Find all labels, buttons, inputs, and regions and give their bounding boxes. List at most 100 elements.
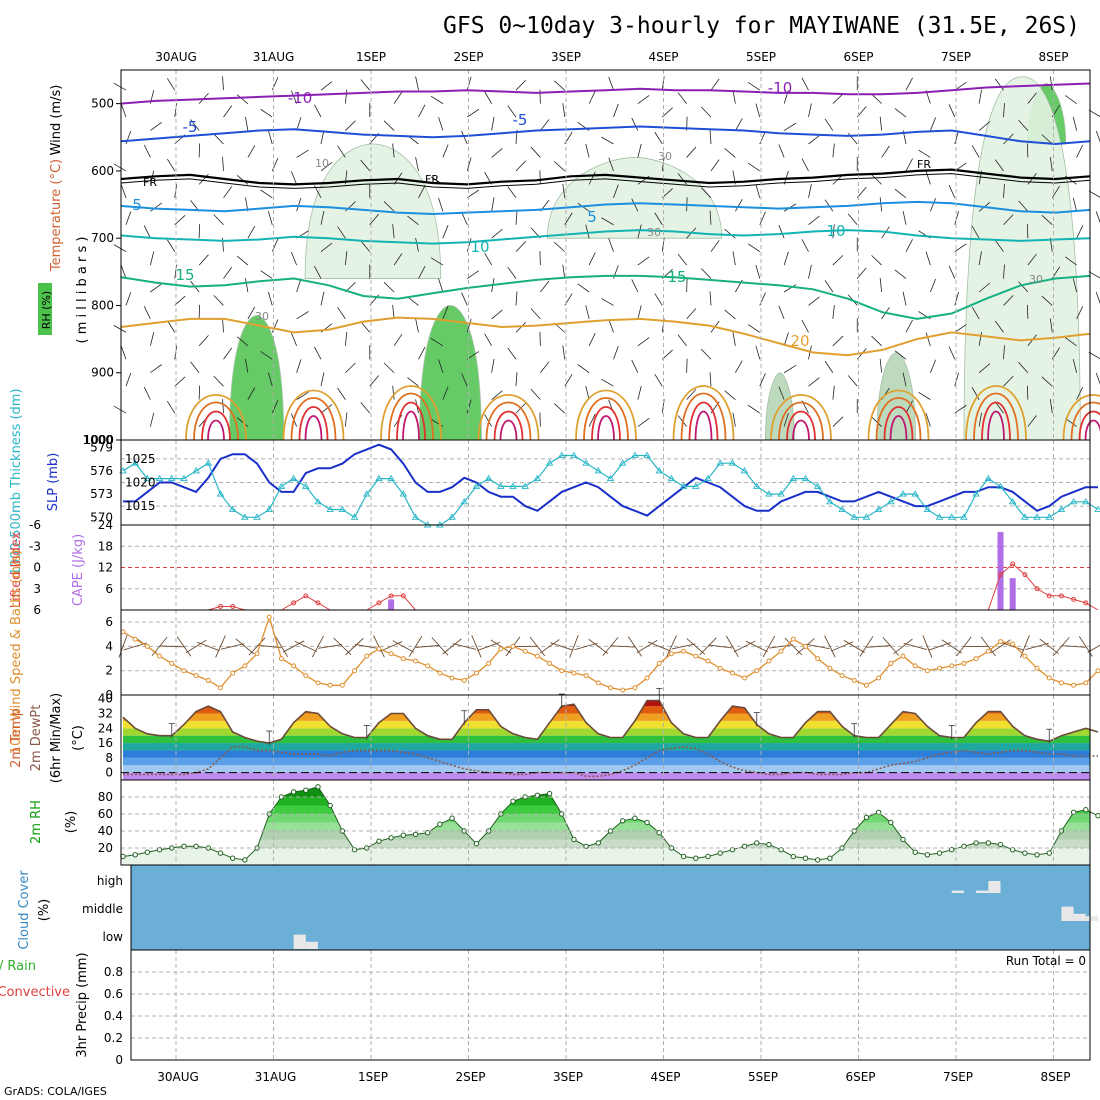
wind-speed-point	[937, 665, 943, 671]
chart-title: GFS 0~10day 3-hourly for MAYIWANE (31.5E…	[443, 13, 1080, 39]
wind-barb	[198, 254, 209, 266]
lifted-index-point	[1010, 561, 1016, 567]
wind-barb	[755, 103, 761, 118]
wind-barb	[223, 266, 233, 279]
wind-barb	[843, 640, 865, 653]
wind-barb	[637, 224, 642, 239]
wind-barb	[832, 304, 835, 319]
wind-barb	[491, 197, 495, 212]
warm-contour	[583, 397, 629, 441]
temp-tick-label: 16	[98, 736, 113, 750]
wind-speed-point	[583, 673, 589, 679]
y-tick-label: 700	[91, 231, 114, 245]
rh2m-panel: 20 40 60 80 2m RH (%)	[29, 779, 1100, 866]
wind-barb	[430, 95, 444, 104]
warm-contour	[380, 385, 442, 441]
warm-contour	[680, 392, 727, 441]
wind-barb	[971, 306, 980, 320]
wind-barb	[491, 358, 495, 373]
wind-barb	[1003, 375, 1014, 387]
lifted-index-point	[1034, 586, 1040, 592]
top-date-label: 3SEP	[551, 50, 581, 64]
pressure-base-label: 1000	[82, 433, 113, 447]
wind-barb	[747, 404, 760, 414]
wind-barb	[337, 307, 346, 320]
thickness-point	[460, 497, 469, 505]
wind-barb	[1018, 281, 1029, 293]
wind-barb	[925, 251, 931, 266]
li-tick-label: -3	[29, 539, 41, 553]
rh-point	[1046, 850, 1052, 856]
precip-total-rain-label: Total / Rain	[0, 959, 36, 974]
wind-barb	[783, 122, 797, 131]
wind-barb	[223, 105, 233, 118]
rh-tick-label: 40	[98, 824, 113, 838]
wind-barb	[608, 157, 614, 172]
wind-barb	[236, 255, 249, 266]
rh-band	[123, 788, 1090, 797]
wind-barb	[554, 403, 566, 414]
wind-barb	[1088, 271, 1100, 279]
wind-barb	[530, 146, 541, 158]
wind-barb	[832, 93, 844, 104]
lifted-index-point	[230, 603, 236, 609]
warm-contour	[282, 389, 345, 441]
warm-contour	[185, 394, 247, 441]
wind-barb	[484, 252, 492, 266]
wind-barb	[801, 239, 809, 252]
wind-barb	[588, 171, 596, 185]
thickness-point	[704, 474, 712, 482]
thickness-point	[557, 451, 566, 458]
wind-barb	[515, 372, 518, 387]
thickness-point	[362, 490, 371, 497]
wind-barb	[393, 253, 403, 266]
wind-barb	[507, 186, 517, 199]
wind-barb	[190, 361, 200, 373]
warm-contour	[973, 392, 1019, 441]
thickness-point	[606, 474, 615, 482]
wind-barb	[686, 308, 697, 320]
warm-contour	[987, 410, 1005, 441]
precip-tick-label: 0.4	[104, 1009, 123, 1023]
wind-barb	[980, 636, 996, 657]
wind-barb	[588, 333, 596, 346]
wind-barb	[1003, 183, 1005, 198]
wind-barb	[166, 78, 176, 91]
wind-speed-point	[144, 643, 150, 649]
wind-barb	[379, 641, 403, 652]
thickness-point	[497, 482, 505, 489]
wind-barb	[1065, 256, 1077, 266]
thickness-point	[289, 474, 298, 482]
rh-area	[963, 76, 1081, 441]
thickness-point	[631, 451, 639, 458]
wind-barb	[554, 80, 566, 91]
wind-barb	[550, 642, 574, 651]
top-date-axis: 30AUG 31AUG 1SEP 2SEP 3SEP 4SEP 5SEP 6SEP 7SEP 8S…	[155, 50, 1068, 64]
wind-barb	[709, 130, 712, 145]
wind-barb	[808, 184, 812, 198]
warm-contour	[290, 397, 337, 441]
wind-barb	[574, 642, 598, 651]
wind-barb	[540, 119, 550, 131]
wind-barb	[344, 331, 348, 346]
warm-contour	[1070, 401, 1100, 441]
wind-barb	[354, 643, 379, 649]
thickness-point	[947, 513, 956, 520]
wind-barb	[291, 332, 297, 346]
wind-speed-point	[461, 677, 467, 683]
lifted-index-point	[218, 603, 223, 609]
wind-barb	[176, 636, 192, 657]
wind-barb	[686, 388, 697, 400]
wind-barb	[125, 372, 132, 387]
precip-tick-label: 0	[115, 1053, 123, 1067]
warm-contour	[1062, 394, 1100, 441]
y-tick-label: 800	[91, 298, 114, 312]
wind-barb	[1095, 211, 1100, 224]
lifted-index-cape-panel: -6 -3 0 3 6 6 12 18 24 Lifted Index CAPE (J/kg)	[9, 518, 1099, 617]
wind-barb	[1003, 264, 1005, 279]
wind-barb	[143, 306, 151, 320]
wind-barb	[971, 225, 980, 239]
wind-speed-point	[656, 660, 662, 666]
wind-barb	[190, 119, 200, 131]
warm-contour	[672, 385, 735, 441]
